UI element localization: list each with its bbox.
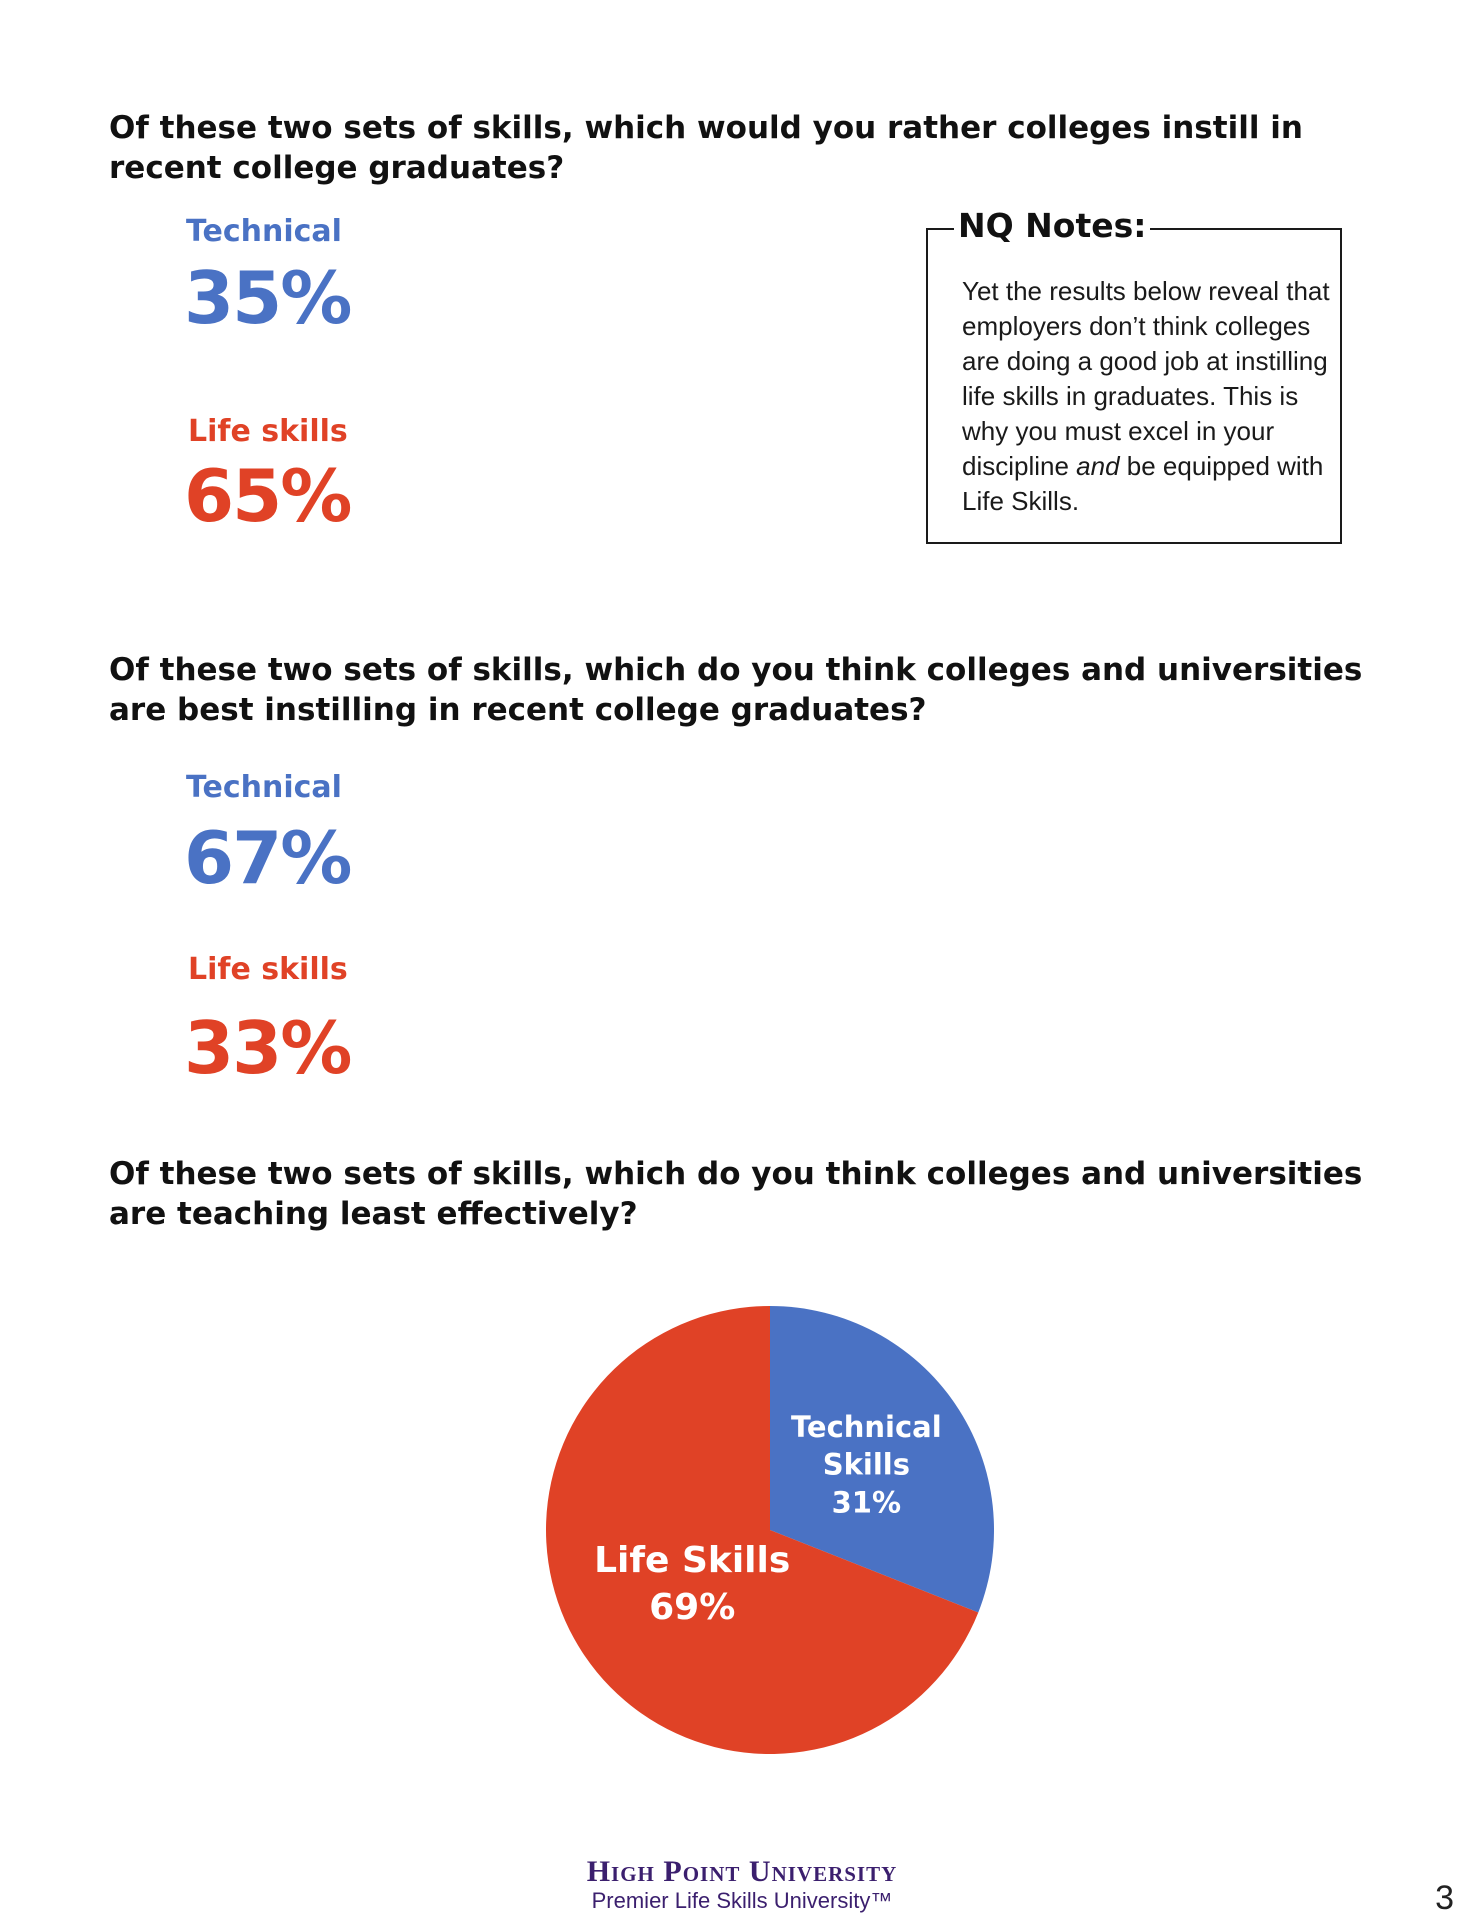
question-1: Of these two sets of skills, which would… — [109, 110, 1303, 186]
least-effective-pie-chart: Technical Skills 31% Life Skills 69% — [540, 1300, 1000, 1760]
life-skills-value-2: 33% — [184, 1006, 352, 1090]
nq-notes-title: NQ Notes: — [954, 206, 1151, 246]
university-logo-text: High Point University — [586, 1855, 898, 1888]
life-skills-label-1: Life skills — [188, 414, 348, 449]
nq-notes-text-after: be equipped with Life Skills. — [962, 451, 1324, 516]
nq-notes-box: NQ Notes: Yet the results below reveal t… — [926, 206, 1342, 544]
nq-notes-text: Yet the results below reveal that employ… — [962, 274, 1332, 519]
pie-slice-technical-skills — [770, 1306, 994, 1613]
question-3: Of these two sets of skills, which do yo… — [109, 1156, 1363, 1232]
page-number: 3 — [1435, 1879, 1454, 1917]
pie-label-technical-skills: Technical Skills 31% — [791, 1410, 942, 1519]
nq-notes-text-before: Yet the results below reveal that employ… — [962, 276, 1330, 481]
pie-slice-life-skills — [546, 1306, 979, 1754]
university-tagline: Premier Life Skills University™ — [591, 1888, 893, 1913]
question-2: Of these two sets of skills, which do yo… — [109, 652, 1363, 728]
technical-value-2: 67% — [184, 816, 352, 900]
life-skills-value-1: 65% — [184, 454, 352, 538]
nq-notes-emphasis: and — [1076, 451, 1120, 481]
life-skills-label-2: Life skills — [188, 952, 348, 987]
pie-label-life-skills: Life Skills 69% — [594, 1540, 790, 1628]
technical-label-2: Technical — [186, 770, 342, 805]
technical-value-1: 35% — [184, 256, 352, 340]
technical-label-1: Technical — [186, 214, 342, 249]
pie-svg: Technical Skills 31%Life Skills 69% — [546, 1306, 994, 1754]
